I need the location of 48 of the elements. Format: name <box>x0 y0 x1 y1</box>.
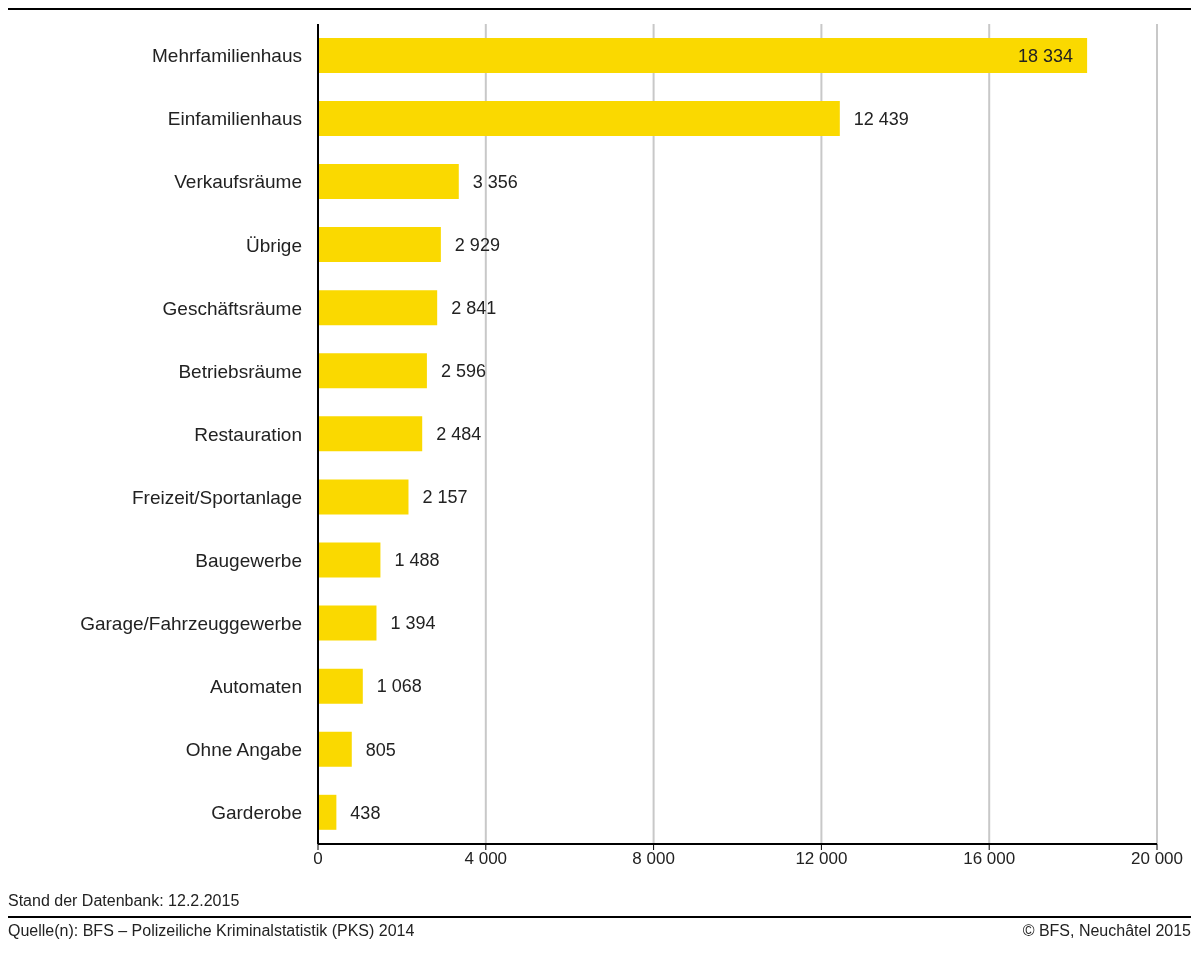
x-tick-label: 4 000 <box>464 849 508 869</box>
text: Stand der Datenbank: 12.2.2015 <box>8 891 241 911</box>
data-label: 18 334 <box>1018 45 1074 66</box>
data-label: 2 929 <box>454 234 500 255</box>
data-label: 805 <box>365 739 396 760</box>
bar <box>318 794 337 830</box>
data-label: 1 394 <box>390 613 436 634</box>
y-tick-label: Restauration <box>194 423 302 445</box>
y-tick-label: Übrige <box>246 234 302 256</box>
data-label: 3 356 <box>472 171 518 192</box>
y-tick-label: Automaten <box>210 676 302 698</box>
y-tick-label: Ohne Angabe <box>185 739 302 761</box>
bar <box>318 605 377 641</box>
data-label: 2 484 <box>436 424 482 445</box>
y-tick-label: Einfamilienhaus <box>167 108 302 130</box>
y-tick-label: Verkaufsräume <box>174 171 302 193</box>
data-label: 1 068 <box>376 676 422 697</box>
y-tick-label: Garage/Fahrzeuggewerbe <box>80 612 302 634</box>
bar <box>318 668 363 704</box>
bar <box>318 37 1088 73</box>
x-tick-label: 20 000 <box>1131 849 1183 869</box>
text: © BFS, Neuchâtel 2015 <box>1022 922 1191 940</box>
data-label: 2 596 <box>440 361 486 382</box>
data-label: 2 157 <box>422 487 468 508</box>
bar <box>318 164 459 200</box>
bar <box>318 416 423 452</box>
data-label: 2 841 <box>451 297 497 318</box>
x-tick-label: 16 000 <box>963 849 1016 869</box>
y-tick-label: Baugewerbe <box>195 549 302 571</box>
bar <box>318 542 381 578</box>
x-tick-label: 8 000 <box>632 849 675 869</box>
data-label: 438 <box>350 802 381 823</box>
x-tick-label: 0 <box>313 849 323 869</box>
x-tick-label: 12 000 <box>795 849 848 869</box>
bar <box>318 479 409 515</box>
y-tick-label: Mehrfamilienhaus <box>152 45 302 67</box>
bar <box>318 100 840 136</box>
bar <box>318 353 427 389</box>
data-label: 1 488 <box>394 550 440 571</box>
y-tick-label: Freizeit/Sportanlage <box>131 486 302 508</box>
y-tick-label: Geschäftsräume <box>162 297 302 319</box>
bar <box>318 731 352 767</box>
bar <box>318 227 441 263</box>
source-note: Quelle(n): BFS – Polizeiliche Kriminalstatistik (PKS) 2014 <box>8 922 415 940</box>
y-tick-label: Betriebsräume <box>178 360 302 382</box>
y-tick-label: Garderobe <box>211 802 302 824</box>
bar <box>318 290 438 326</box>
data-label: 12 439 <box>853 108 909 129</box>
